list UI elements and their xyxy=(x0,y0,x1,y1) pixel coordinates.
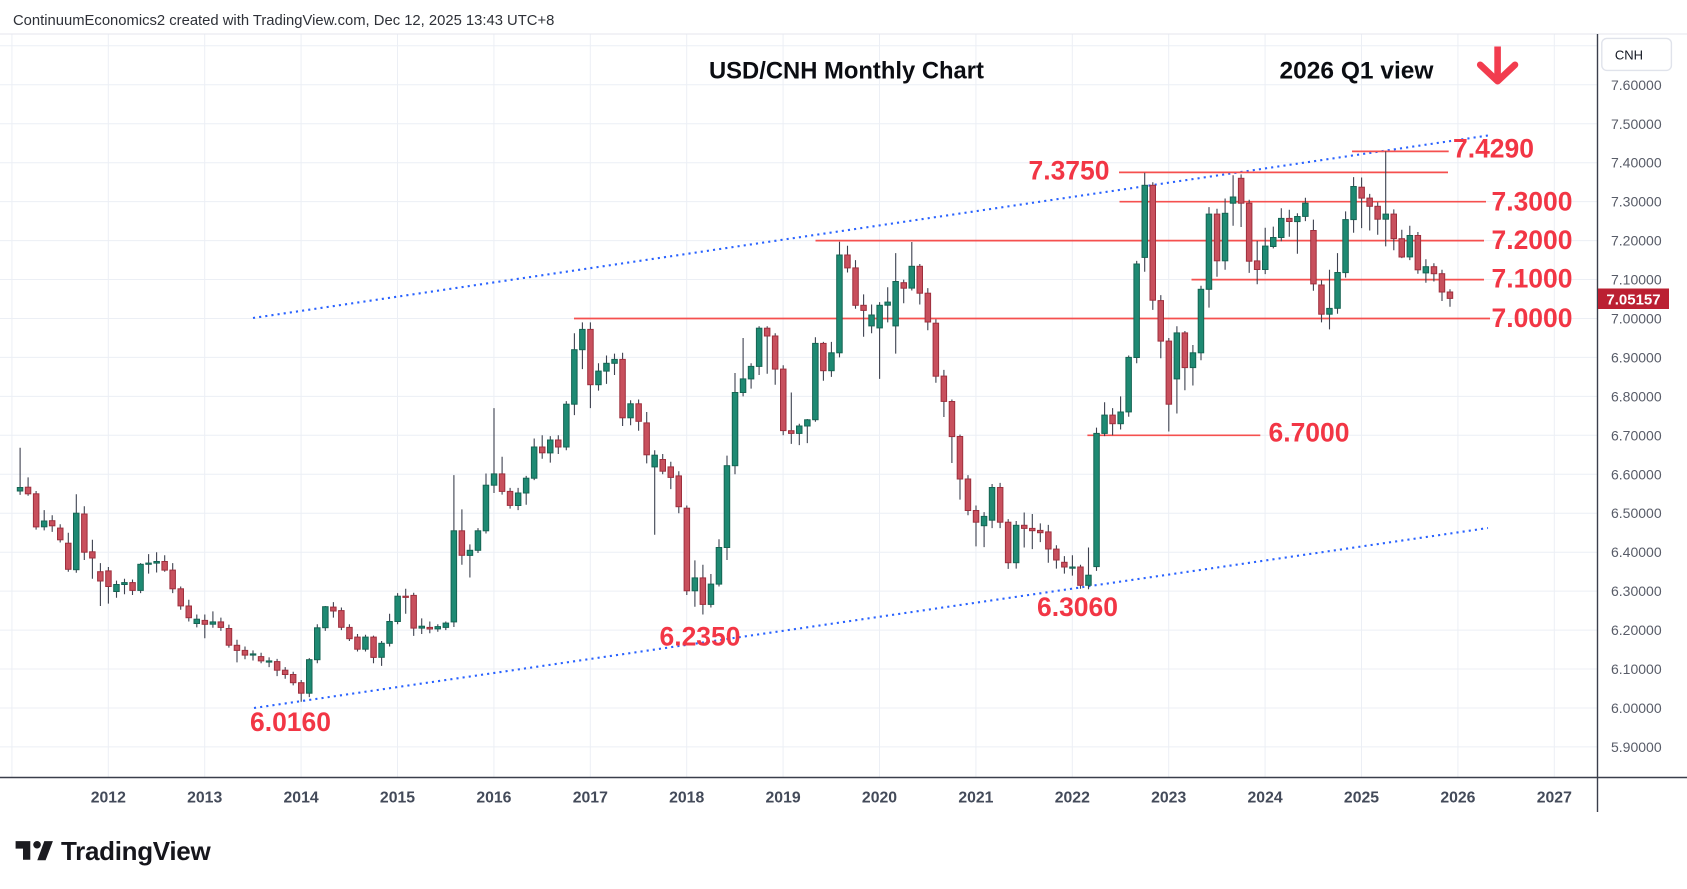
svg-text:7.4290: 7.4290 xyxy=(1453,134,1534,164)
svg-text:2025: 2025 xyxy=(1344,790,1379,807)
svg-text:2020: 2020 xyxy=(862,790,897,807)
svg-text:2026 Q1 view: 2026 Q1 view xyxy=(1280,58,1435,85)
svg-text:6.40000: 6.40000 xyxy=(1611,544,1662,560)
svg-text:6.80000: 6.80000 xyxy=(1611,388,1662,404)
svg-text:7.30000: 7.30000 xyxy=(1611,194,1662,210)
svg-text:2015: 2015 xyxy=(380,790,415,807)
svg-text:2021: 2021 xyxy=(958,790,993,807)
svg-text:7.00000: 7.00000 xyxy=(1611,311,1662,327)
svg-text:7.40000: 7.40000 xyxy=(1611,155,1662,171)
svg-text:6.70000: 6.70000 xyxy=(1611,427,1662,443)
svg-text:7.0000: 7.0000 xyxy=(1491,303,1572,333)
svg-text:2012: 2012 xyxy=(91,790,126,807)
svg-text:7.50000: 7.50000 xyxy=(1611,116,1662,132)
svg-text:7.10000: 7.10000 xyxy=(1611,272,1662,288)
svg-text:2024: 2024 xyxy=(1248,790,1283,807)
svg-text:7.2000: 7.2000 xyxy=(1491,225,1572,255)
svg-text:2014: 2014 xyxy=(284,790,319,807)
svg-text:6.30000: 6.30000 xyxy=(1611,583,1662,599)
svg-text:6.00000: 6.00000 xyxy=(1611,700,1662,716)
svg-text:7.60000: 7.60000 xyxy=(1611,77,1662,93)
svg-text:2022: 2022 xyxy=(1055,790,1090,807)
svg-text:2018: 2018 xyxy=(669,790,704,807)
svg-text:7.1000: 7.1000 xyxy=(1491,264,1572,294)
svg-text:7.3000: 7.3000 xyxy=(1491,187,1572,217)
svg-text:5.90000: 5.90000 xyxy=(1611,739,1662,755)
svg-text:TradingView: TradingView xyxy=(61,836,211,866)
svg-text:USD/CNH Monthly Chart: USD/CNH Monthly Chart xyxy=(709,58,984,85)
svg-text:6.50000: 6.50000 xyxy=(1611,505,1662,521)
svg-text:2013: 2013 xyxy=(187,790,222,807)
svg-text:6.90000: 6.90000 xyxy=(1611,349,1662,365)
svg-text:7.20000: 7.20000 xyxy=(1611,233,1662,249)
svg-text:2023: 2023 xyxy=(1151,790,1186,807)
svg-text:ContinuumEconomics2 created wi: ContinuumEconomics2 created with Trading… xyxy=(13,13,554,29)
svg-text:6.20000: 6.20000 xyxy=(1611,622,1662,638)
svg-text:6.7000: 6.7000 xyxy=(1268,418,1349,448)
svg-text:CNH: CNH xyxy=(1615,48,1643,63)
svg-text:2026: 2026 xyxy=(1440,790,1475,807)
svg-text:6.0160: 6.0160 xyxy=(250,707,331,737)
svg-text:6.3060: 6.3060 xyxy=(1037,592,1118,622)
svg-text:2027: 2027 xyxy=(1537,790,1572,807)
svg-text:2019: 2019 xyxy=(766,790,801,807)
svg-text:2017: 2017 xyxy=(573,790,608,807)
svg-text:2016: 2016 xyxy=(476,790,511,807)
svg-text:6.10000: 6.10000 xyxy=(1611,661,1662,677)
svg-text:7.05157: 7.05157 xyxy=(1606,291,1660,308)
svg-text:6.2350: 6.2350 xyxy=(659,622,740,652)
svg-text:7.3750: 7.3750 xyxy=(1028,156,1109,186)
svg-text:6.60000: 6.60000 xyxy=(1611,466,1662,482)
